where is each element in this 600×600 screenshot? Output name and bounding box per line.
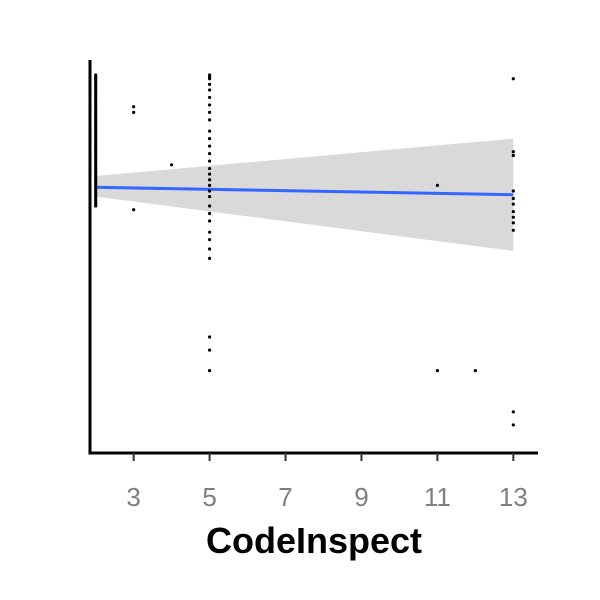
data-point [207,178,212,182]
x-axis-title: CodeInspect [206,520,422,561]
smooth-line [95,185,514,197]
data-point [207,256,212,260]
data-point [207,335,212,339]
data-point [207,82,212,86]
data-point [473,369,477,373]
data-point [207,369,212,373]
data-point [207,110,212,114]
data-point [207,348,212,352]
data-point [132,110,136,114]
data-point [170,163,174,167]
data-point [132,208,136,212]
data-point [511,77,515,81]
data-point [435,369,439,373]
data-point [511,209,515,214]
data-point [207,129,212,133]
data-point [207,189,212,193]
data-point [207,204,212,208]
data-point [207,211,212,216]
data-point [94,204,98,208]
x-tick-label: 13 [499,482,528,512]
data-point [511,423,515,427]
x-tick-label: 5 [202,482,216,512]
data-point [511,153,515,158]
data-point [435,183,439,187]
data-point [207,95,212,100]
data-point [207,77,212,81]
data-point [207,172,212,176]
data-point [511,410,515,414]
x-tick-label: 3 [126,482,140,512]
confidence-band [95,138,514,251]
data-point [511,150,515,154]
data-point [511,228,515,232]
data-point [207,166,212,171]
x-tick-label: 9 [354,482,368,512]
data-point [511,202,515,206]
data-point [207,118,212,122]
data-point [207,238,212,242]
data-point [511,196,515,201]
data-point [132,105,136,109]
data-point [511,221,515,225]
data-point [207,144,212,148]
data-point [207,159,212,163]
x-tick-label: 11 [424,482,451,512]
data-point [207,230,212,234]
data-point [511,215,515,219]
data-point [207,103,212,107]
data-point [207,183,212,187]
data-point [207,137,212,141]
data-point [207,219,212,223]
data-point [207,88,212,92]
data-point [511,189,515,193]
data-point [207,247,212,251]
x-tick-label: 7 [278,482,292,512]
data-point [207,195,212,199]
data-point [207,151,212,156]
